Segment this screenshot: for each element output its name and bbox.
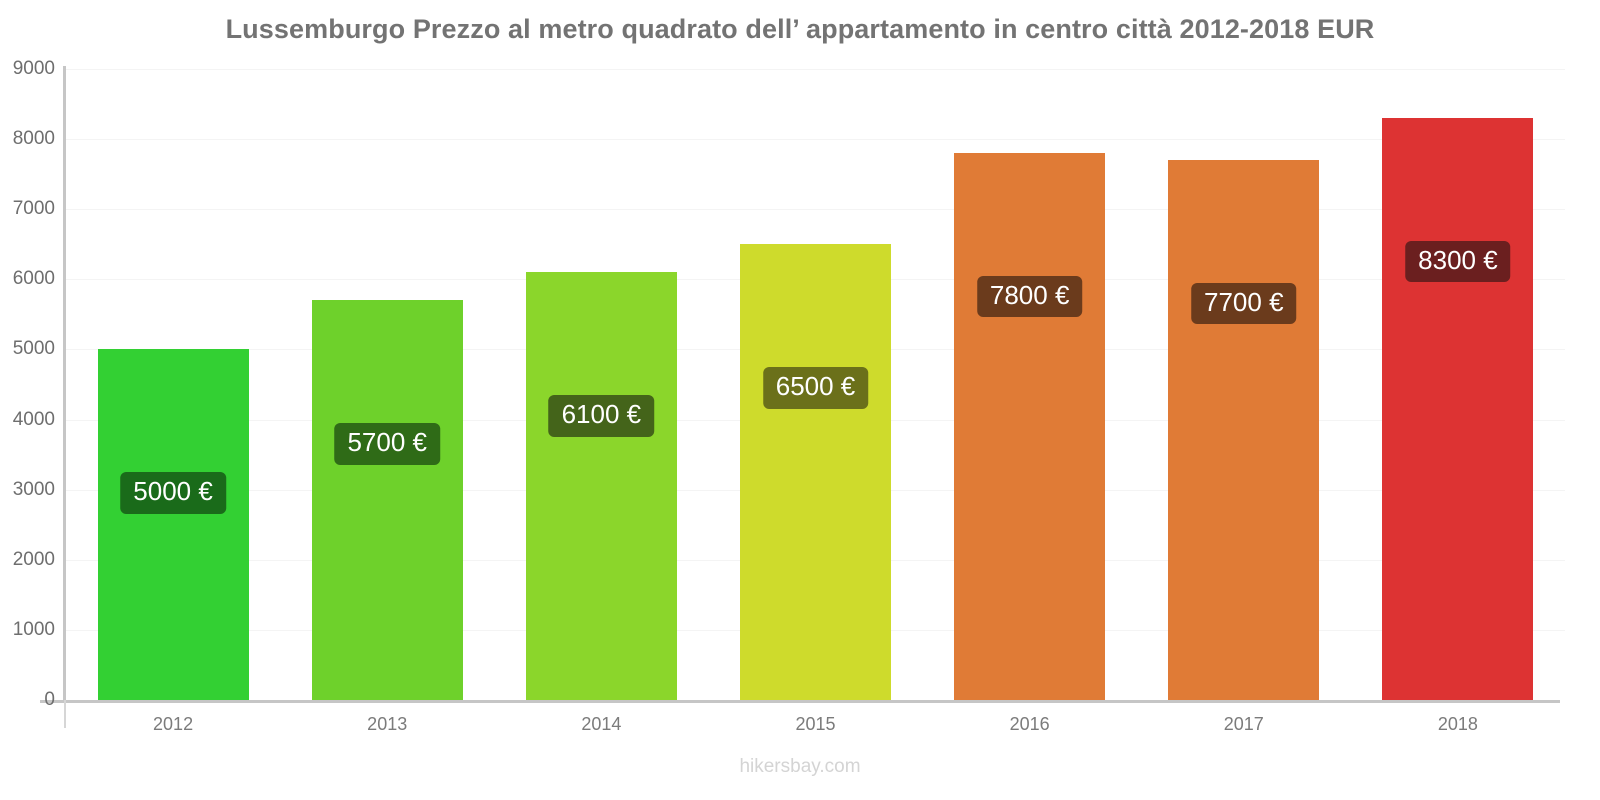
y-axis-tick-label: 0 (44, 689, 55, 710)
x-axis-tick-label: 2012 (153, 714, 194, 734)
gridline (66, 139, 1565, 140)
x-axis-tick-label: 2014 (581, 714, 622, 734)
gridline (66, 209, 1565, 210)
watermark: hikersbay.com (739, 756, 861, 777)
y-axis-tick-label: 9000 (12, 58, 55, 79)
bar[interactable] (954, 153, 1106, 700)
y-axis-tick-label: 3000 (12, 478, 55, 500)
bar-value-label: 5000 € (120, 472, 226, 514)
bar-value-label: 8300 € (1405, 241, 1511, 283)
y-axis-tick-label: 1000 (12, 618, 55, 640)
bar[interactable] (1168, 160, 1320, 700)
y-axis-tick-label: 2000 (12, 548, 55, 570)
x-axis-tick-label: 2015 (795, 714, 836, 734)
x-axis-tick-label: 2017 (1223, 714, 1264, 734)
y-axis-tick-label: 5000 (12, 338, 55, 360)
bar[interactable] (525, 272, 677, 700)
y-axis-tick-label: 8000 (12, 128, 55, 150)
y-axis-line (63, 66, 66, 703)
bar[interactable] (311, 300, 463, 700)
bar[interactable] (1382, 118, 1534, 700)
bar-value-label: 5700 € (334, 423, 440, 465)
y-axis-tick-label: 7000 (12, 198, 55, 220)
chart-title: Lussemburgo Prezzo al metro quadrato del… (225, 14, 1375, 44)
x-axis-line (40, 700, 1560, 703)
bar-value-label: 7700 € (1191, 283, 1297, 325)
y-axis-tick-label: 4000 (12, 408, 55, 430)
x-axis-tick-label: 2016 (1009, 714, 1050, 734)
gridline (66, 69, 1565, 70)
x-axis-tick-label: 2013 (367, 714, 408, 734)
y-axis-tick-label: 6000 (12, 268, 55, 290)
x-axis-tick-label: 2018 (1437, 714, 1478, 734)
bar[interactable] (97, 349, 249, 700)
x-axis-origin-tick (64, 700, 66, 728)
bar-value-label: 6100 € (548, 395, 655, 437)
bar-value-label: 6500 € (762, 367, 869, 409)
bar-value-label: 7800 € (976, 276, 1083, 318)
plot-area (66, 69, 1565, 700)
bar[interactable] (740, 244, 891, 700)
